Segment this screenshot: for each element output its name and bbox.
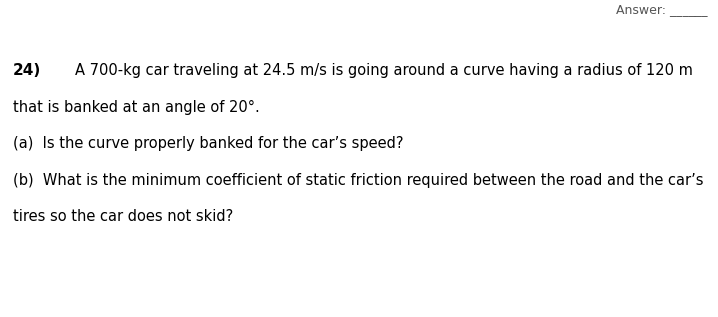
Text: Answer: ______: Answer: ______	[616, 3, 707, 16]
Text: 24): 24)	[13, 63, 41, 78]
Text: A 700-kg car traveling at 24.5 m/s is going around a curve having a radius of 12: A 700-kg car traveling at 24.5 m/s is go…	[75, 63, 694, 78]
Text: that is banked at an angle of 20°.: that is banked at an angle of 20°.	[13, 100, 260, 115]
Text: (b)  What is the minimum coefficient of static friction required between the roa: (b) What is the minimum coefficient of s…	[13, 173, 704, 188]
Text: (a)  Is the curve properly banked for the car’s speed?: (a) Is the curve properly banked for the…	[13, 136, 404, 151]
Text: tires so the car does not skid?: tires so the car does not skid?	[13, 209, 233, 224]
